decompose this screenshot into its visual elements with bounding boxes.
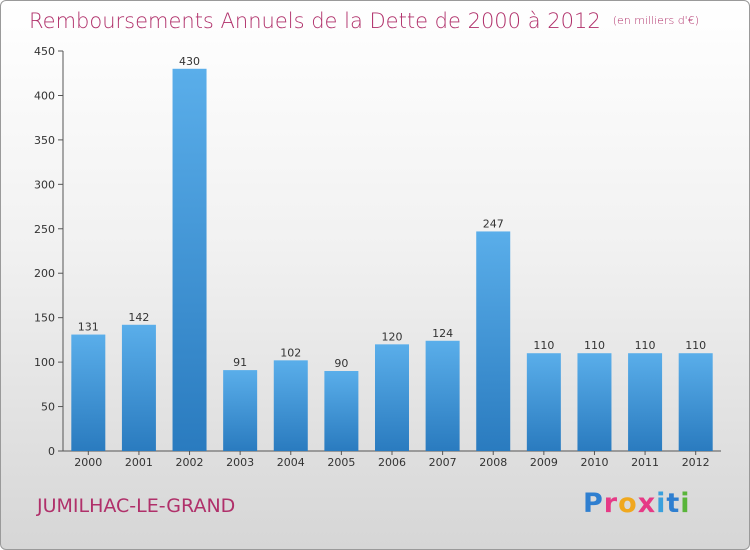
bar <box>273 360 308 451</box>
y-tick-label: 100 <box>34 356 55 369</box>
x-tick-label: 2001 <box>125 456 153 469</box>
y-tick-label: 0 <box>48 445 55 458</box>
y-tick-label: 250 <box>34 223 55 236</box>
x-tick-label: 2011 <box>631 456 659 469</box>
data-label: 131 <box>78 321 99 334</box>
x-tick-label: 2006 <box>378 456 406 469</box>
data-label: 110 <box>685 339 706 352</box>
bar <box>172 68 207 452</box>
y-tick-label: 50 <box>41 401 55 414</box>
data-label: 120 <box>382 330 403 343</box>
x-tick-label: 2000 <box>74 456 102 469</box>
data-label: 247 <box>483 217 504 230</box>
data-label: 142 <box>128 311 149 324</box>
data-label: 110 <box>635 339 656 352</box>
y-tick-label: 150 <box>34 312 55 325</box>
y-tick-label: 400 <box>34 89 55 102</box>
bar <box>71 334 106 451</box>
bar <box>324 371 359 451</box>
title-text: Remboursements Annuels de la Dette de 20… <box>29 9 601 33</box>
y-tick-label: 200 <box>34 267 55 280</box>
bar <box>526 353 561 451</box>
bar <box>628 353 663 451</box>
y-tick-label: 350 <box>34 134 55 147</box>
data-label: 110 <box>533 339 554 352</box>
logo-letter: t <box>666 488 681 519</box>
commune-name: JUMILHAC-LE-GRAND <box>37 495 236 517</box>
data-label: 91 <box>233 356 247 369</box>
x-tick-label: 2005 <box>327 456 355 469</box>
x-tick-label: 2004 <box>277 456 305 469</box>
bar <box>375 344 409 451</box>
x-tick-label: 2003 <box>226 456 254 469</box>
data-label: 124 <box>432 327 453 340</box>
bar <box>223 370 258 451</box>
logo-letter: x <box>637 488 657 519</box>
data-label: 102 <box>280 346 301 359</box>
logo-letter: o <box>618 488 638 519</box>
unit-label: (en milliers d'€) <box>612 14 699 27</box>
x-tick-label: 2010 <box>580 456 608 469</box>
x-tick-label: 2012 <box>682 456 710 469</box>
y-tick-label: 450 <box>34 45 55 58</box>
data-label: 110 <box>584 339 605 352</box>
bar <box>425 340 460 451</box>
x-tick-label: 2009 <box>530 456 558 469</box>
proxiti-logo: Proxiti <box>583 488 691 519</box>
bar <box>121 324 156 451</box>
y-tick-label: 300 <box>34 178 55 191</box>
logo-letter: r <box>603 488 619 519</box>
logo-letter: P <box>583 488 604 519</box>
bar <box>577 353 612 451</box>
logo-letter: i <box>656 488 667 519</box>
data-label: 90 <box>334 357 348 370</box>
x-tick-label: 2008 <box>479 456 507 469</box>
chart-title: Remboursements Annuels de la Dette de 20… <box>29 9 699 33</box>
x-tick-label: 2007 <box>429 456 457 469</box>
x-tick-label: 2002 <box>176 456 204 469</box>
logo-letter: i <box>680 488 691 519</box>
bar <box>476 231 511 451</box>
data-label: 430 <box>179 55 200 68</box>
bar <box>678 353 713 451</box>
